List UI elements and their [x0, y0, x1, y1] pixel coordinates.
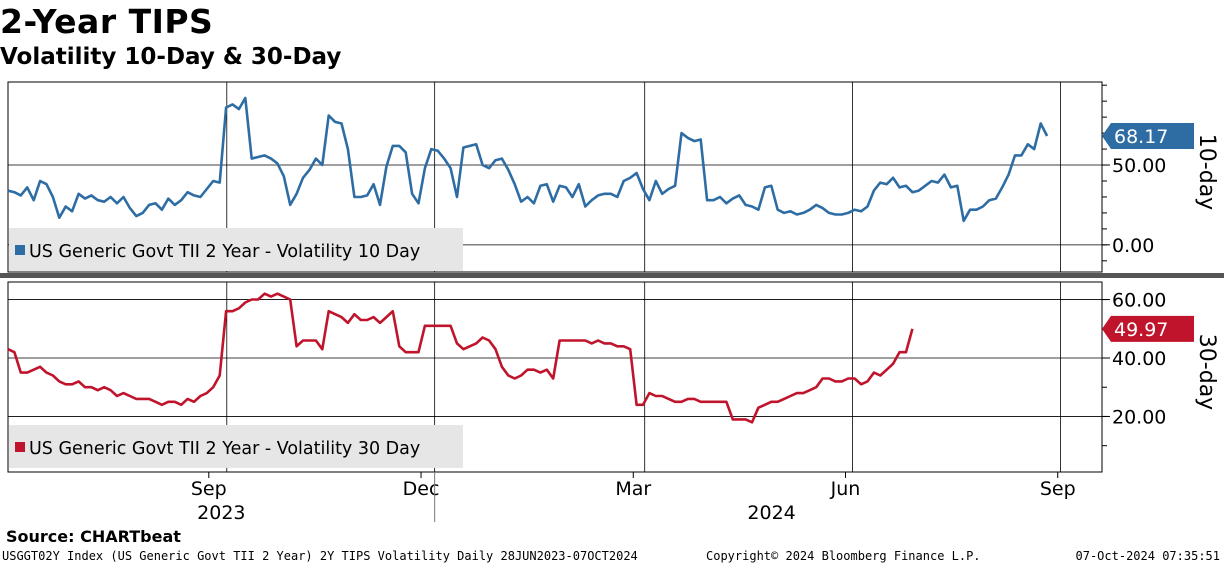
panels-layer: 0.00 50.00 68.17 10-day US Generic Govt TII …: [0, 81, 1224, 473]
last-value-badge: [1102, 123, 1194, 150]
last-value-label: 49.97: [1114, 319, 1168, 341]
source-label: Source: CHARTbeat: [6, 527, 181, 546]
legend-swatch: [15, 442, 25, 452]
legend-label: US Generic Govt TII 2 Year - Volatility …: [29, 242, 420, 262]
series-line-10-day: [7, 96, 1049, 223]
legend-swatch: [15, 245, 25, 255]
footer-timestamp: 07-Oct-2024 07:35:51: [1075, 549, 1221, 563]
x-month-label: Mar: [615, 478, 651, 500]
x-year-label: 2024: [747, 502, 795, 524]
x-year-label: 2023: [197, 502, 245, 524]
x-month-label: Sep: [1040, 478, 1076, 500]
panel-10-day: 0.00 50.00 68.17 10-day US Generic Govt TII …: [7, 81, 1219, 273]
y-tick-label: 20.00: [1112, 406, 1166, 428]
x-month-label: Sep: [191, 478, 227, 500]
footer-copyright: Copyright© 2024 Bloomberg Finance L.P.: [706, 549, 981, 563]
legend-box: [9, 228, 463, 271]
panel-30-day: 20.00 40.00 60.00 49.97 30-day US Generic Gov…: [7, 281, 1219, 473]
x-month-label: Jun: [830, 478, 861, 500]
axis-side-label: 30-day: [1194, 334, 1219, 410]
last-value-badge: [1102, 315, 1194, 342]
y-tick-label: 50.00: [1112, 155, 1166, 177]
y-tick-label: 0.00: [1112, 235, 1154, 257]
chart-title: 2-Year TIPS: [0, 2, 214, 41]
y-tick-label: 60.00: [1112, 290, 1166, 312]
y-tick-label: 40.00: [1112, 348, 1166, 370]
x-month-label: Dec: [403, 478, 440, 500]
series-line-30-day: [7, 292, 914, 424]
legend-label: US Generic Govt TII 2 Year - Volatility …: [29, 439, 420, 459]
legend-box: [9, 425, 463, 468]
axis-side-label: 10-day: [1194, 134, 1219, 210]
chart-subtitle: Volatility 10-Day & 30-Day: [0, 44, 342, 70]
last-value-label: 68.17: [1114, 126, 1168, 148]
footer-index-info: USGGT02Y Index (US Generic Govt TII 2 Ye…: [2, 549, 638, 563]
panel-separator: [0, 273, 1224, 278]
